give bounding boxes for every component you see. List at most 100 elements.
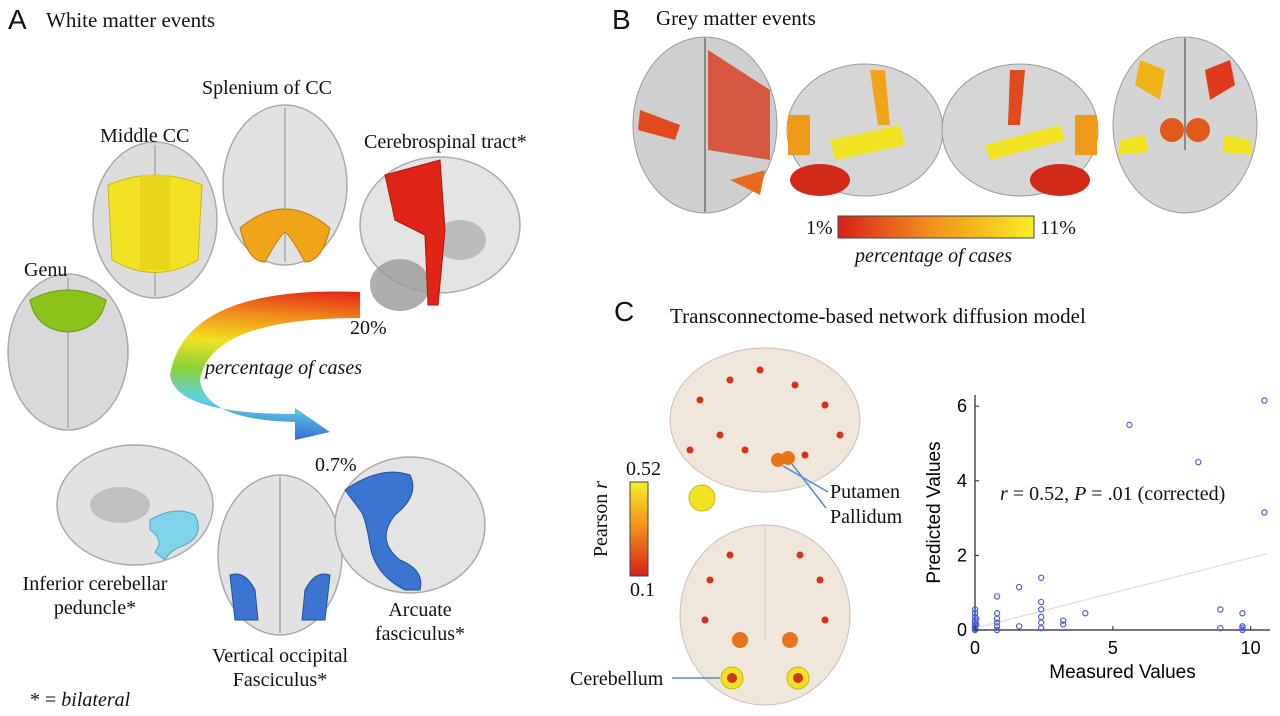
scatter-point	[1261, 509, 1268, 516]
scatter-point	[1126, 421, 1133, 429]
scatter-point	[1015, 583, 1023, 591]
bilateral-footnote: * = bilateral	[30, 688, 130, 712]
percentage-gradient-arrow	[170, 291, 360, 440]
scatter-point	[1037, 598, 1045, 606]
pallidum-label: Pallidum	[830, 506, 903, 528]
scatter-point	[1261, 397, 1268, 404]
scatter-point	[1037, 619, 1045, 626]
panel-b-title: Grey matter events	[656, 6, 816, 30]
pearson-label-word: Pearson	[590, 493, 612, 558]
panel-b-letter: B	[612, 4, 631, 35]
pallidum-pointer	[791, 463, 827, 509]
grey-matter-coronal-brain	[1112, 36, 1258, 214]
annotation-p-text: = .01 (corrected)	[1086, 483, 1226, 505]
grey-colorbar-min: 1%	[806, 217, 833, 239]
vertical-occipital-label: Vertical occipital Fasciculus*	[190, 644, 370, 692]
annotation-r-text: = 0.52,	[1007, 483, 1075, 505]
cerebrospinal-label: Cerebrospinal tract*	[364, 131, 527, 153]
pearson-colorbar-label: Pearson r	[589, 469, 615, 569]
scatter-ticks: 0 5 10 0 2 4 6	[957, 396, 1261, 658]
y-tick-label: 4	[957, 471, 967, 491]
footnote-star: * =	[30, 689, 57, 711]
putamen-pointer	[782, 465, 829, 493]
scatter-annotation: r = 0.52, P = .01 (corrected)	[1000, 482, 1225, 506]
scatter-point	[1037, 574, 1045, 581]
network-coronal-view-brain	[679, 524, 851, 706]
arcuate-label-line2: fasciculus*	[375, 623, 465, 645]
scatter-point	[971, 606, 979, 613]
grey-matter-colorbar	[837, 215, 1035, 239]
x-tick-label: 0	[970, 638, 980, 658]
network-side-view-brain	[669, 347, 861, 512]
arcuate-brain-illustration	[334, 456, 486, 594]
measured-vs-predicted-scatter: 0 5 10 0 2 4 6 Measured Values Predicted Value…	[924, 395, 1270, 683]
scatter-point	[1217, 624, 1224, 632]
genu-brain-illustration	[7, 273, 129, 431]
inferior-cerebellar-brain-illustration	[56, 444, 214, 566]
scatter-point	[993, 626, 1001, 634]
pearson-label-var: r	[590, 480, 612, 489]
putamen-label: Putamen	[830, 481, 900, 503]
scatter-point	[993, 619, 1001, 626]
grey-colorbar-max: 11%	[1040, 217, 1076, 239]
x-tick-label: 5	[1108, 638, 1118, 658]
scatter-point	[1195, 458, 1202, 466]
grey-matter-top-view-brain	[632, 36, 778, 214]
annotation-r: r	[1000, 483, 1008, 505]
scatter-point	[1217, 606, 1224, 613]
scatter-point	[1060, 617, 1067, 624]
scatter-point	[993, 615, 1001, 623]
scatter-y-axis-label: Predicted Values	[924, 441, 945, 583]
grey-matter-right-lateral-brain	[941, 63, 1099, 197]
arrow-bottom-value: 0.7%	[315, 454, 357, 476]
inferior-cerebellar-label-line1: Inferior cerebellar	[22, 573, 168, 595]
panel-b-brains	[632, 36, 1258, 214]
pearson-colorbar-max: 0.52	[626, 458, 661, 480]
panel-a-letter: A	[8, 4, 27, 35]
arrow-top-value: 20%	[350, 317, 387, 339]
network-diffusion-brains	[669, 347, 861, 706]
scatter-point	[993, 610, 1001, 617]
x-tick-label: 10	[1241, 638, 1261, 658]
pearson-colorbar-min: 0.1	[630, 579, 655, 601]
vertical-occipital-label-line2: Fasciculus*	[232, 669, 328, 691]
scatter-point	[1037, 613, 1045, 621]
scatter-point	[1239, 623, 1246, 630]
cerebellum-label: Cerebellum	[570, 668, 664, 690]
scatter-axes	[974, 395, 1270, 631]
vertical-occipital-brain-illustration	[217, 474, 343, 636]
panel-c-letter: C	[614, 296, 635, 327]
panel-a-illustrations	[7, 104, 521, 636]
pearson-colorbar	[629, 481, 649, 577]
y-tick-label: 0	[957, 620, 967, 640]
footnote-text: bilateral	[61, 689, 131, 711]
cerebrospinal-brain-illustration	[359, 156, 521, 311]
scatter-point	[973, 621, 980, 628]
inferior-cerebellar-label-line2: peduncle*	[53, 597, 137, 619]
genu-label: Genu	[24, 259, 68, 281]
y-tick-label: 6	[957, 396, 967, 416]
scatter-point	[993, 623, 1001, 630]
panel-a-title: White matter events	[46, 8, 216, 32]
arcuate-label: Arcuate fasciculus*	[355, 598, 485, 646]
scatter-point	[1015, 623, 1023, 630]
scatter-point	[1037, 606, 1045, 613]
grey-matter-left-lateral-brain	[786, 63, 944, 197]
splenium-brain-illustration	[222, 104, 348, 266]
grey-colorbar-caption: percentage of cases	[855, 245, 1012, 267]
splenium-label: Splenium of CC	[202, 77, 333, 99]
inferior-cerebellar-label: Inferior cerebellar peduncle*	[0, 572, 190, 620]
middle-cc-label: Middle CC	[100, 125, 190, 147]
scatter-point	[1082, 610, 1089, 617]
y-tick-label: 2	[957, 545, 967, 565]
scatter-points	[971, 397, 1268, 634]
panel-c-title: Transconnectome-based network diffusion …	[670, 304, 1086, 328]
scatter-point	[1239, 610, 1246, 617]
scatter-x-axis-label: Measured Values	[1049, 662, 1195, 683]
scatter-point	[1060, 621, 1067, 628]
middle-cc-brain-illustration	[92, 141, 218, 299]
scatter-point	[993, 593, 1001, 600]
arrow-caption: percentage of cases	[205, 357, 362, 379]
vertical-occipital-label-line1: Vertical occipital	[211, 645, 349, 667]
arcuate-label-line1: Arcuate	[388, 599, 452, 621]
